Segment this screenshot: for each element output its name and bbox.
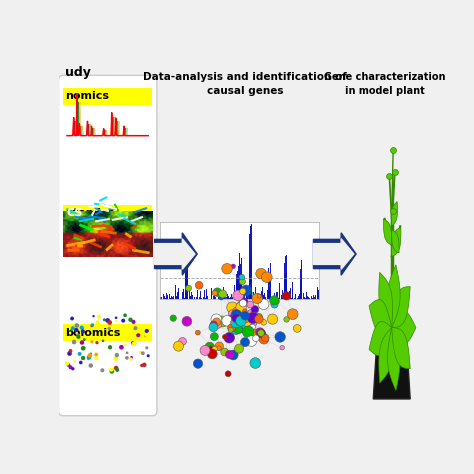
Polygon shape [155, 239, 195, 269]
Polygon shape [155, 233, 197, 275]
Text: Data-analysis and identification of
causal genes: Data-analysis and identification of caus… [143, 72, 347, 95]
FancyBboxPatch shape [63, 205, 152, 222]
Polygon shape [313, 233, 356, 275]
Text: nomics: nomics [65, 91, 109, 101]
Text: udy: udy [65, 66, 91, 79]
FancyBboxPatch shape [58, 75, 157, 416]
Polygon shape [313, 239, 354, 269]
Text: ptomics: ptomics [65, 208, 115, 218]
FancyBboxPatch shape [63, 324, 152, 341]
Text: Gene characterization
in model plant: Gene characterization in model plant [324, 72, 446, 95]
FancyBboxPatch shape [63, 88, 152, 105]
Text: bolomics: bolomics [65, 328, 121, 337]
